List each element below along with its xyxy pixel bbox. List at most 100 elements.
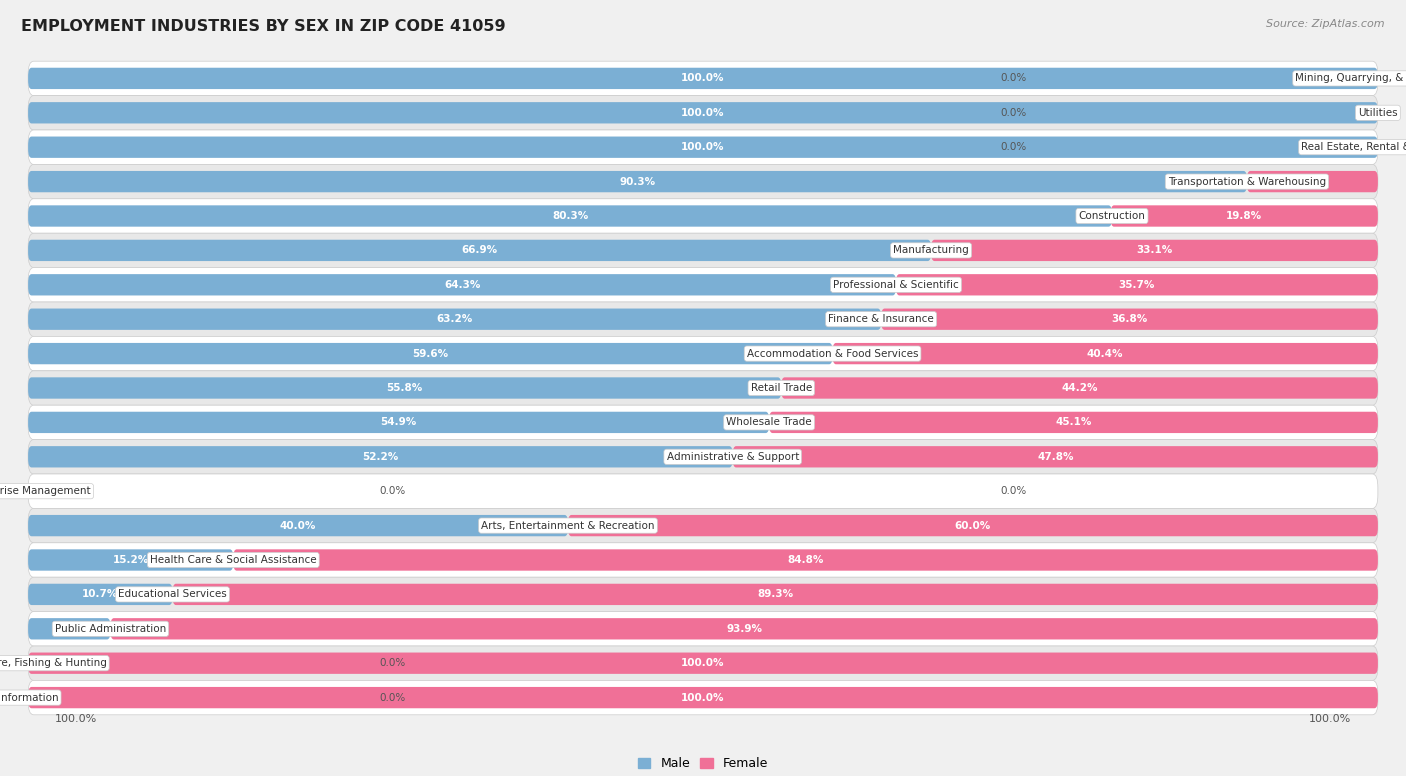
Text: 100.0%: 100.0% [682,693,724,702]
FancyBboxPatch shape [28,377,782,399]
Text: 15.2%: 15.2% [112,555,149,565]
FancyBboxPatch shape [28,618,111,639]
Text: 19.8%: 19.8% [1226,211,1263,221]
FancyBboxPatch shape [28,653,1378,674]
FancyBboxPatch shape [28,302,1378,337]
Text: 44.2%: 44.2% [1062,383,1098,393]
FancyBboxPatch shape [28,268,1378,302]
FancyBboxPatch shape [28,240,931,261]
Text: 6.1%: 6.1% [55,624,84,634]
FancyBboxPatch shape [882,309,1378,330]
Text: 9.7%: 9.7% [1298,177,1327,186]
Text: 0.0%: 0.0% [380,487,406,496]
Text: 59.6%: 59.6% [412,348,449,359]
FancyBboxPatch shape [28,446,733,467]
Text: Transportation & Warehousing: Transportation & Warehousing [1168,177,1326,186]
FancyBboxPatch shape [28,102,1378,123]
Text: Administrative & Support: Administrative & Support [666,452,799,462]
FancyBboxPatch shape [28,171,1247,192]
FancyBboxPatch shape [1247,171,1378,192]
Text: 100.0%: 100.0% [682,142,724,152]
Text: 0.0%: 0.0% [1000,487,1026,496]
FancyBboxPatch shape [233,549,1378,570]
Text: Utilities: Utilities [1358,108,1398,118]
Text: 66.9%: 66.9% [461,245,498,255]
Text: 33.1%: 33.1% [1136,245,1173,255]
Text: Wholesale Trade: Wholesale Trade [727,417,811,428]
Text: 100.0%: 100.0% [682,108,724,118]
FancyBboxPatch shape [1111,206,1378,227]
FancyBboxPatch shape [28,68,1378,89]
Text: 64.3%: 64.3% [444,280,481,289]
Text: 36.8%: 36.8% [1111,314,1147,324]
FancyBboxPatch shape [28,130,1378,165]
Text: Educational Services: Educational Services [118,590,226,599]
FancyBboxPatch shape [28,508,1378,542]
FancyBboxPatch shape [733,446,1378,467]
Text: 100.0%: 100.0% [55,714,97,724]
Text: 40.0%: 40.0% [280,521,316,531]
FancyBboxPatch shape [931,240,1378,261]
FancyBboxPatch shape [28,343,832,364]
Text: 100.0%: 100.0% [682,658,724,668]
Text: Real Estate, Rental & Leasing: Real Estate, Rental & Leasing [1302,142,1406,152]
Text: Accommodation & Food Services: Accommodation & Food Services [747,348,918,359]
Text: 0.0%: 0.0% [1000,108,1026,118]
FancyBboxPatch shape [28,337,1378,371]
FancyBboxPatch shape [28,584,173,605]
Text: 45.1%: 45.1% [1056,417,1091,428]
FancyBboxPatch shape [28,474,1378,508]
FancyBboxPatch shape [28,542,1378,577]
Text: 0.0%: 0.0% [1000,74,1026,83]
Text: 100.0%: 100.0% [682,74,724,83]
Text: Information: Information [0,693,59,702]
Text: 54.9%: 54.9% [381,417,416,428]
Text: 0.0%: 0.0% [380,693,406,702]
Text: Agriculture, Fishing & Hunting: Agriculture, Fishing & Hunting [0,658,107,668]
FancyBboxPatch shape [28,549,233,570]
FancyBboxPatch shape [28,371,1378,405]
FancyBboxPatch shape [568,515,1378,536]
Text: 80.3%: 80.3% [553,211,588,221]
FancyBboxPatch shape [28,646,1378,681]
FancyBboxPatch shape [28,199,1378,234]
FancyBboxPatch shape [28,681,1378,715]
Text: 40.4%: 40.4% [1087,348,1123,359]
FancyBboxPatch shape [28,95,1378,130]
Text: 35.7%: 35.7% [1119,280,1156,289]
Text: Source: ZipAtlas.com: Source: ZipAtlas.com [1267,19,1385,29]
Text: 84.8%: 84.8% [787,555,824,565]
FancyBboxPatch shape [28,577,1378,611]
FancyBboxPatch shape [28,687,1378,708]
Text: 93.9%: 93.9% [725,624,762,634]
Text: Health Care & Social Assistance: Health Care & Social Assistance [150,555,316,565]
Text: 10.7%: 10.7% [82,590,118,599]
Text: 0.0%: 0.0% [380,658,406,668]
FancyBboxPatch shape [173,584,1378,605]
FancyBboxPatch shape [28,309,882,330]
FancyBboxPatch shape [28,61,1378,95]
FancyBboxPatch shape [28,439,1378,474]
Legend: Male, Female: Male, Female [633,753,773,775]
FancyBboxPatch shape [28,611,1378,646]
FancyBboxPatch shape [896,274,1378,296]
Text: Enterprise Management: Enterprise Management [0,487,91,496]
FancyBboxPatch shape [28,405,1378,439]
Text: Arts, Entertainment & Recreation: Arts, Entertainment & Recreation [481,521,655,531]
Text: 47.8%: 47.8% [1038,452,1074,462]
Text: 52.2%: 52.2% [363,452,398,462]
FancyBboxPatch shape [28,165,1378,199]
FancyBboxPatch shape [28,515,568,536]
Text: 60.0%: 60.0% [955,521,991,531]
Text: 55.8%: 55.8% [387,383,423,393]
Text: 89.3%: 89.3% [758,590,793,599]
Text: Professional & Scientific: Professional & Scientific [834,280,959,289]
Text: Construction: Construction [1078,211,1146,221]
Text: 100.0%: 100.0% [1309,714,1351,724]
FancyBboxPatch shape [28,412,769,433]
FancyBboxPatch shape [111,618,1378,639]
FancyBboxPatch shape [782,377,1378,399]
Text: Manufacturing: Manufacturing [893,245,969,255]
Text: 90.3%: 90.3% [620,177,655,186]
FancyBboxPatch shape [769,412,1378,433]
